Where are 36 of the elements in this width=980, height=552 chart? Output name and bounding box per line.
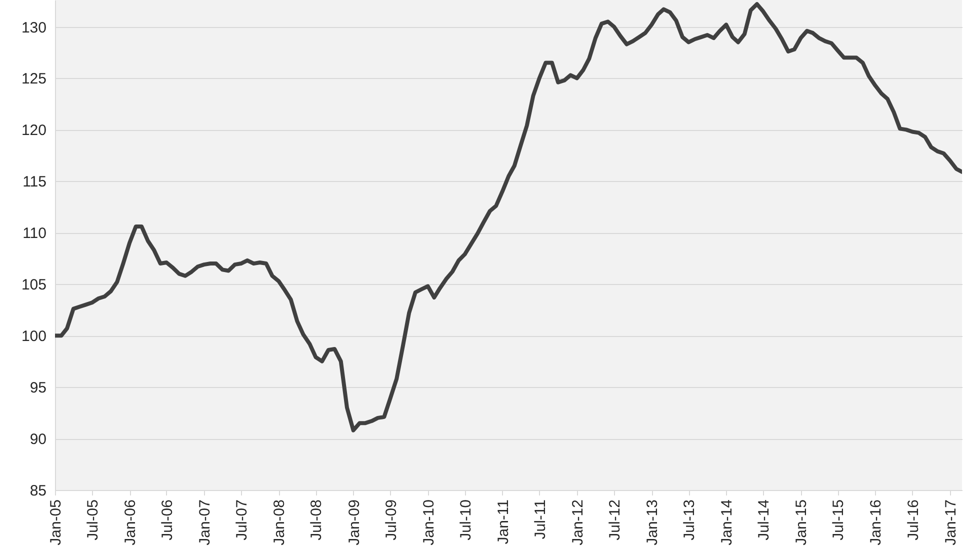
y-tick-label: 90 xyxy=(30,431,46,448)
x-tick-label: Jan-07 xyxy=(196,500,214,546)
x-tick-label: Jan-16 xyxy=(868,500,885,546)
x-tick-label: Jan-15 xyxy=(793,500,810,546)
x-tick-label: Jan-09 xyxy=(346,500,363,546)
x-tick-label: Jul-07 xyxy=(234,500,251,540)
x-tick-label: Jul-08 xyxy=(308,500,326,540)
line-series xyxy=(55,2,962,432)
x-tick-label: Jan-14 xyxy=(718,500,736,546)
y-tick-label: 130 xyxy=(21,19,46,36)
x-tick-label: Jan-17 xyxy=(942,500,960,546)
x-tick-label: Jan-05 xyxy=(48,500,64,546)
y-tick-label: 115 xyxy=(22,174,46,191)
y-tick-label: 100 xyxy=(21,328,46,346)
x-tick-label: Jul-11 xyxy=(532,500,549,540)
x-tick-label: Jan-06 xyxy=(122,500,140,546)
x-tick-label: Jul-13 xyxy=(681,500,698,540)
x-tick-label: Jul-09 xyxy=(382,500,400,540)
x-tick-label: Jul-15 xyxy=(830,500,848,540)
y-tick-label: 105 xyxy=(21,276,46,294)
x-tick-label: Jul-16 xyxy=(904,500,922,540)
y-tick-label: 125 xyxy=(21,70,46,88)
y-tick-label: 120 xyxy=(21,122,46,140)
x-tick-label: Jul-12 xyxy=(606,500,624,540)
y-tick-label: 110 xyxy=(22,225,46,242)
y-tick-label: 95 xyxy=(30,380,46,397)
x-tick-label: Jan-12 xyxy=(569,500,586,546)
x-tick-label: Jan-13 xyxy=(644,500,662,546)
x-tick-label: Jan-08 xyxy=(271,500,288,546)
x-tick-label: Jan-11 xyxy=(494,500,512,544)
y-tick-label: 85 xyxy=(30,482,46,500)
x-tick-label: Jul-05 xyxy=(84,500,102,540)
x-tick-label: Jul-14 xyxy=(756,500,773,540)
x-tick-label: Jan-10 xyxy=(420,500,438,546)
x-tick-label: Jul-06 xyxy=(158,500,176,540)
x-tick-label: Jul-10 xyxy=(457,500,474,540)
